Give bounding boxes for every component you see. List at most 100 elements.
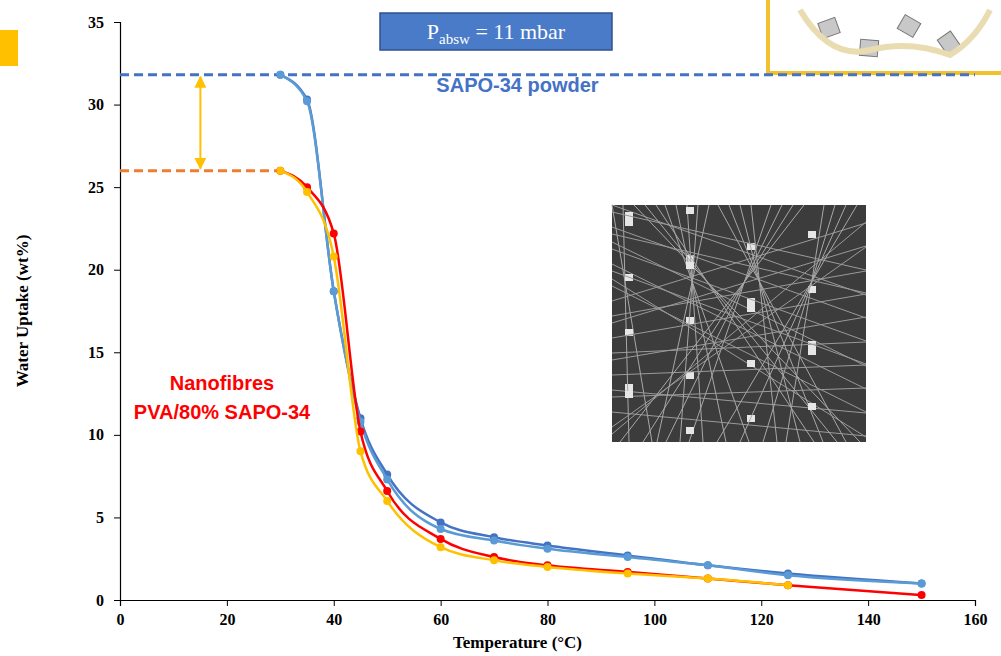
- inset-crystal: [686, 262, 694, 269]
- tick-label: 60: [433, 611, 449, 628]
- annotation: PVA/80% SAPO-34: [134, 401, 311, 423]
- inset-fibre: [612, 234, 866, 293]
- data-point: [383, 497, 391, 505]
- inset-fibre: [612, 294, 866, 338]
- plot: 02040608010012014016005101520253035SAPO-…: [88, 14, 988, 629]
- inset-fibre: [643, 205, 793, 442]
- tick-label: 140: [857, 611, 881, 628]
- pressure-box-frame: [380, 13, 612, 50]
- pressure-symbol: P: [427, 19, 439, 44]
- inset-fibre: [717, 205, 857, 442]
- data-point: [276, 167, 284, 175]
- data-point: [437, 535, 445, 543]
- inset-fibre: [657, 205, 709, 442]
- pressure-subscript: absw: [439, 31, 470, 47]
- data-point: [918, 591, 926, 599]
- data-point: [784, 581, 792, 589]
- pressure-value: = 11 mbar: [470, 19, 566, 44]
- axis-line: [121, 601, 976, 607]
- tick-label: 20: [88, 261, 104, 278]
- tick: 5: [96, 509, 120, 526]
- tick-label: 0: [96, 592, 104, 609]
- tick-mark: [114, 105, 120, 106]
- side-tab: [0, 30, 18, 66]
- data-point: [490, 537, 498, 545]
- data-point: [624, 553, 632, 561]
- tick-mark: [114, 187, 120, 188]
- inset-fibre: [612, 388, 866, 397]
- tick-mark: [114, 270, 120, 271]
- tick-mark: [114, 435, 120, 436]
- inset-fibre: [612, 205, 652, 442]
- inset-fibre: [612, 317, 866, 360]
- inset-fibre: [612, 279, 866, 437]
- inset-fibre: [612, 249, 866, 341]
- tick-label: 15: [88, 344, 104, 361]
- inset-crystal: [686, 427, 694, 434]
- inset-fibre: [612, 247, 866, 427]
- series-line: [280, 171, 788, 586]
- tick: 15: [88, 344, 120, 361]
- tick-mark: [114, 600, 120, 601]
- tick-label: 160: [964, 611, 988, 628]
- data-point: [330, 229, 338, 237]
- tick-mark: [975, 600, 976, 606]
- inset-fibre: [612, 412, 866, 436]
- inset-fibre: [612, 205, 866, 295]
- inset-fibre: [612, 286, 866, 412]
- pressure-label: Pabsw = 11 mbar: [427, 19, 566, 47]
- y-axis-title: Water Uptake (wt%): [13, 235, 32, 388]
- data-point: [383, 487, 391, 495]
- data-point: [490, 556, 498, 564]
- inset-fibre: [612, 222, 866, 434]
- data-point: [544, 563, 552, 571]
- tick: 35: [88, 14, 120, 31]
- x-axis-title: Temperature (°C): [453, 633, 582, 652]
- data-point: [624, 570, 632, 578]
- inset-fibre: [645, 205, 837, 442]
- inset-fibre: [763, 205, 835, 442]
- tick-label: 120: [750, 611, 774, 628]
- inset-fibre: [612, 212, 866, 270]
- tick: 25: [88, 179, 120, 196]
- tick-mark: [114, 22, 120, 23]
- series-line: [280, 75, 921, 584]
- inset-background: [612, 205, 866, 442]
- tick-label: 80: [540, 611, 556, 628]
- tick-mark: [654, 600, 655, 606]
- data-point: [784, 581, 792, 589]
- inset-fibre: [612, 271, 866, 364]
- corner-cube: [897, 15, 921, 38]
- inset-crystal: [747, 305, 755, 312]
- data-point: [276, 71, 284, 79]
- tick-label: 0: [117, 611, 125, 628]
- y-axis: 0 5 10 15 20 25 30 35: [88, 14, 121, 609]
- difference-arrow: [199, 77, 201, 169]
- data-point: [704, 575, 712, 583]
- tick-label: 5: [96, 509, 104, 526]
- inset-fibre: [612, 365, 866, 375]
- tick-mark: [761, 600, 762, 606]
- tick-mark: [868, 600, 869, 606]
- inset-crystal: [625, 384, 633, 391]
- tick: 20: [88, 261, 120, 278]
- data-point: [303, 97, 311, 105]
- pressure-box: Pabsw = 11 mbar: [380, 13, 612, 50]
- tick-mark: [441, 600, 442, 606]
- tick-label: 40: [326, 611, 342, 628]
- tick-label: 30: [88, 96, 104, 113]
- annotation: Nanofibres: [170, 372, 274, 394]
- tick-mark: [227, 600, 228, 606]
- tick-label: 10: [88, 426, 104, 443]
- data-point: [918, 579, 926, 587]
- corner-fibre: [800, 10, 990, 55]
- data-point: [784, 571, 792, 579]
- tick-mark: [114, 352, 120, 353]
- tick: 140: [857, 600, 881, 628]
- corner-image: [768, 0, 1001, 73]
- tick-mark: [114, 517, 120, 518]
- data-area: [120, 71, 975, 599]
- inset-crystal: [808, 348, 816, 355]
- data-point: [544, 545, 552, 553]
- data-point: [383, 475, 391, 483]
